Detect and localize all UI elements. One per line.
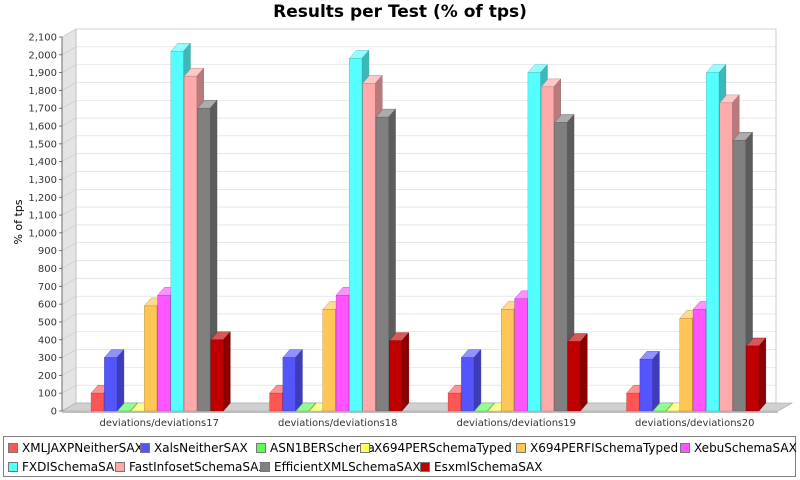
gridline-diag xyxy=(61,99,77,109)
legend-label: XebuSchemaSAX xyxy=(694,441,797,455)
gridline-diag xyxy=(61,313,77,323)
gridline-diag xyxy=(61,367,77,376)
y-tick-label: 1,600 xyxy=(28,122,57,133)
y-tick-label: 1,200 xyxy=(28,193,57,204)
gridline-diag xyxy=(61,260,77,269)
legend-swatch xyxy=(360,442,370,453)
gridline-diag xyxy=(61,153,77,162)
bar xyxy=(210,331,231,412)
bar-chart-plot: 0 100 200 300 400 500 600 700 800 900 1,000 1,100 1,… xyxy=(12,28,794,429)
legend-label: X694PERSchemaTyped xyxy=(374,441,512,455)
y-tick-label: 400 xyxy=(38,335,57,346)
bar xyxy=(197,99,218,412)
gridline-diag xyxy=(61,295,77,305)
bar xyxy=(282,349,303,412)
gridline-diag xyxy=(61,206,77,216)
y-tick-label: 1,300 xyxy=(28,175,57,186)
legend-item: X694PERFISchemaTyped xyxy=(516,439,678,457)
y-tick-label: 1,500 xyxy=(28,139,57,150)
y-tick-label: 1,900 xyxy=(28,68,57,79)
gridline-diag xyxy=(61,349,77,358)
y-tick-label: 500 xyxy=(38,317,57,328)
y-tick-label: 2,000 xyxy=(28,50,57,61)
gridline-diag xyxy=(61,384,77,394)
legend-swatch xyxy=(420,461,430,472)
bar xyxy=(375,108,396,412)
legend-swatch xyxy=(256,442,266,453)
gridline-diag xyxy=(61,189,77,198)
bar xyxy=(460,349,482,412)
gridline-diag xyxy=(61,82,77,91)
legend-label: FastInfosetSchemaSAX xyxy=(129,460,267,474)
legend-label: XMLJAXPNeitherSAX xyxy=(22,441,143,455)
legend-swatch xyxy=(516,442,526,453)
legend-swatch xyxy=(8,442,18,453)
chart-title: Results per Test (% of tps) xyxy=(273,2,527,22)
gridline-diag xyxy=(61,278,77,287)
gridline-diag xyxy=(61,171,77,180)
bar xyxy=(474,402,495,412)
legend-label: X694PERFISchemaTyped xyxy=(530,441,679,455)
legend-item: EfficientXMLSchemaSAX xyxy=(260,458,421,476)
y-tick-label: 600 xyxy=(38,300,57,311)
legend-label: ASN1BERSchema xyxy=(270,441,375,455)
legend-item: ASN1BERSchema xyxy=(256,439,375,457)
bar xyxy=(295,402,317,412)
y-tick-label: 1,000 xyxy=(28,228,57,239)
legend-swatch xyxy=(680,442,690,453)
gridline-diag xyxy=(61,64,77,73)
x-tick-label: deviations/deviations20 xyxy=(635,418,754,429)
bar xyxy=(567,333,588,412)
bar xyxy=(117,402,138,412)
gridline-diag xyxy=(61,224,77,234)
y-tick-label: 2,100 xyxy=(28,33,57,44)
x-tick-label: deviations/deviations19 xyxy=(457,418,576,429)
legend-label: FXDISchemaSAX xyxy=(22,460,123,474)
y-tick-label: 200 xyxy=(38,371,57,382)
y-tick-label: 900 xyxy=(38,246,57,257)
gridline-diag xyxy=(61,331,77,341)
legend-label: EsxmlSchemaSAX xyxy=(434,460,543,474)
legend-item: EsxmlSchemaSAX xyxy=(420,458,542,476)
legend-item: XebuSchemaSAX xyxy=(680,439,797,457)
bar-layer xyxy=(90,42,767,412)
x-axis: deviations/deviations17 deviations/deviat… xyxy=(100,418,755,429)
y-tick-label: 100 xyxy=(38,389,57,400)
y-tick-label: 300 xyxy=(38,353,57,364)
y-tick-label: 1,100 xyxy=(28,211,57,222)
gridline-diag xyxy=(61,46,77,56)
legend-item: XalsNeitherSAX xyxy=(140,439,248,457)
y-tick-label: 0 xyxy=(51,407,57,418)
x-tick-label: deviations/deviations18 xyxy=(278,418,397,429)
legend-swatch xyxy=(260,461,270,472)
legend-item: XMLJAXPNeitherSAX xyxy=(8,439,143,457)
y-axis: 0 100 200 300 400 500 600 700 800 900 1,000 1,100 1,… xyxy=(28,33,63,418)
y-tick-label: 1,700 xyxy=(28,104,57,115)
gridline-diag xyxy=(61,117,77,127)
y-tick-label: 700 xyxy=(38,282,57,293)
gridline-diag xyxy=(61,28,77,38)
gridline-diag xyxy=(61,135,77,145)
legend-item: FastInfosetSchemaSAX xyxy=(115,458,267,476)
legend-swatch xyxy=(8,461,18,472)
legend-label: EfficientXMLSchemaSAX xyxy=(274,460,421,474)
y-tick-label: 1,400 xyxy=(28,157,57,168)
bar xyxy=(745,337,767,412)
gridline-diag xyxy=(61,242,77,251)
legend-label: XalsNeitherSAX xyxy=(154,441,248,455)
legend-swatch xyxy=(140,442,150,453)
bar xyxy=(652,402,674,412)
bar xyxy=(388,332,410,412)
legend-swatch xyxy=(115,461,125,472)
bar xyxy=(639,350,660,412)
y-tick-label: 1,800 xyxy=(28,86,57,97)
y-axis-label: % of tps xyxy=(12,199,25,244)
chart-legend: XMLJAXPNeitherSAX XalsNeitherSAX ASN1BERSc… xyxy=(3,436,797,477)
bar xyxy=(103,349,125,412)
x-tick-label: deviations/deviations17 xyxy=(100,418,219,429)
y-tick-label: 800 xyxy=(38,264,57,275)
legend-item: FXDISchemaSAX xyxy=(8,458,122,476)
legend-item: X694PERSchemaTyped xyxy=(360,439,512,457)
